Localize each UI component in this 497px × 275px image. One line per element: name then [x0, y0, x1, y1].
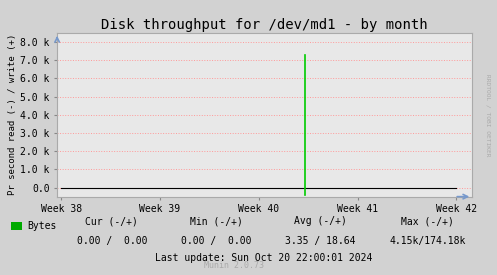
Text: Cur (-/+): Cur (-/+) — [85, 216, 138, 226]
Text: Munin 2.0.73: Munin 2.0.73 — [204, 261, 263, 270]
Text: Max (-/+): Max (-/+) — [401, 216, 454, 226]
Text: Avg (-/+): Avg (-/+) — [294, 216, 347, 226]
Text: 0.00 /  0.00: 0.00 / 0.00 — [77, 236, 147, 246]
Y-axis label: Pr second read (-) / write (+): Pr second read (-) / write (+) — [8, 34, 17, 196]
Title: Disk throughput for /dev/md1 - by month: Disk throughput for /dev/md1 - by month — [101, 18, 428, 32]
Text: RRDTOOL / TOBI OETIKER: RRDTOOL / TOBI OETIKER — [486, 74, 491, 157]
Text: 4.15k/174.18k: 4.15k/174.18k — [389, 236, 466, 246]
Text: Min (-/+): Min (-/+) — [190, 216, 243, 226]
Text: Last update: Sun Oct 20 22:00:01 2024: Last update: Sun Oct 20 22:00:01 2024 — [155, 253, 372, 263]
Text: Bytes: Bytes — [27, 221, 57, 231]
Text: 3.35 / 18.64: 3.35 / 18.64 — [285, 236, 356, 246]
Text: 0.00 /  0.00: 0.00 / 0.00 — [181, 236, 251, 246]
